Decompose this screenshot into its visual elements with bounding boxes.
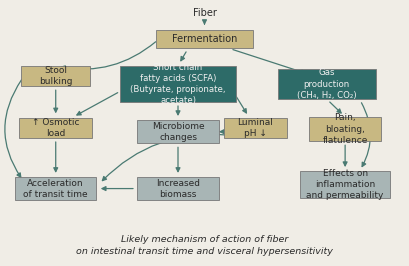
Text: Short chain
fatty acids (SCFA)
(Butyrate, propionate,
acetate): Short chain fatty acids (SCFA) (Butyrate… bbox=[130, 63, 226, 105]
FancyBboxPatch shape bbox=[278, 69, 376, 99]
FancyBboxPatch shape bbox=[300, 171, 390, 198]
Text: Stool
bulking: Stool bulking bbox=[39, 66, 72, 86]
Text: Fiber: Fiber bbox=[193, 8, 216, 18]
FancyBboxPatch shape bbox=[120, 66, 236, 102]
Text: Fermentation: Fermentation bbox=[172, 34, 237, 44]
Text: Acceleration
of transit time: Acceleration of transit time bbox=[23, 178, 88, 199]
Text: Pain,
bloating,
flatulence: Pain, bloating, flatulence bbox=[322, 113, 368, 145]
FancyBboxPatch shape bbox=[21, 66, 90, 86]
Text: Gas
production
(CH₄, H₂, CO₂): Gas production (CH₄, H₂, CO₂) bbox=[297, 68, 357, 100]
FancyBboxPatch shape bbox=[137, 120, 219, 143]
Text: Effects on
inflammation
and permeability: Effects on inflammation and permeability bbox=[306, 169, 384, 200]
Text: Microbiome
changes: Microbiome changes bbox=[152, 122, 204, 142]
Text: Luminal
pH ↓: Luminal pH ↓ bbox=[238, 118, 273, 138]
FancyBboxPatch shape bbox=[19, 118, 92, 138]
Text: ↑ Osmotic
load: ↑ Osmotic load bbox=[32, 118, 79, 138]
FancyBboxPatch shape bbox=[310, 117, 381, 141]
Text: Likely mechanism of action of fiber
on intestinal transit time and visceral hype: Likely mechanism of action of fiber on i… bbox=[76, 235, 333, 256]
FancyBboxPatch shape bbox=[224, 118, 287, 138]
FancyBboxPatch shape bbox=[15, 177, 97, 200]
Text: Increased
biomass: Increased biomass bbox=[156, 178, 200, 199]
FancyBboxPatch shape bbox=[137, 177, 219, 200]
FancyBboxPatch shape bbox=[155, 30, 254, 48]
